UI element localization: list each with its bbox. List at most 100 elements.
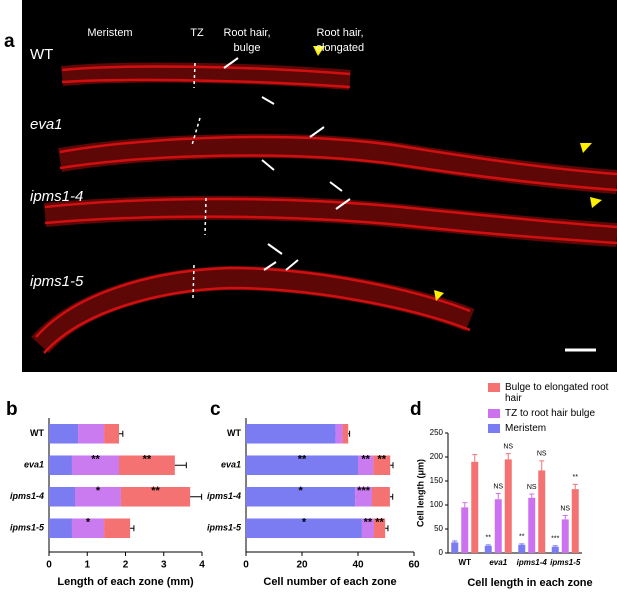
panel-label: d bbox=[410, 399, 422, 420]
bar-segment bbox=[120, 486, 191, 507]
bar bbox=[528, 497, 536, 553]
legend: Bulge to elongated root hair TZ to root h… bbox=[488, 382, 616, 438]
error-bar bbox=[539, 460, 545, 471]
x-tick-label: 0 bbox=[46, 560, 52, 571]
arrows bbox=[223, 57, 351, 271]
x-tick-label: 4 bbox=[199, 560, 205, 571]
zone-label: Root hair, bbox=[316, 27, 363, 39]
bar bbox=[518, 544, 526, 553]
y-tick-label: 150 bbox=[430, 476, 444, 485]
x-tick-label: 3 bbox=[161, 560, 167, 571]
error-bar bbox=[390, 462, 394, 469]
zone-label: TZ bbox=[190, 27, 204, 39]
bar-segment bbox=[372, 486, 390, 507]
bar bbox=[451, 542, 459, 553]
error-bar bbox=[385, 525, 389, 532]
panel-label: a bbox=[4, 31, 15, 52]
genotype-label: WT bbox=[30, 46, 53, 63]
significance: NS bbox=[493, 483, 503, 490]
bar-segment bbox=[49, 423, 79, 444]
bar-segment bbox=[335, 423, 343, 444]
legend-swatch bbox=[488, 409, 500, 418]
significance: *** bbox=[357, 485, 371, 497]
y-tick-label: 100 bbox=[430, 500, 444, 509]
bar-segment bbox=[355, 486, 372, 507]
bar-segment bbox=[358, 455, 374, 476]
bar bbox=[461, 507, 469, 553]
roots bbox=[31, 62, 617, 354]
bar-segment bbox=[246, 455, 358, 476]
error-bar bbox=[118, 430, 124, 437]
bar-segment bbox=[373, 518, 386, 539]
significance: ** bbox=[143, 453, 152, 465]
x-axis-label: Cell length in each zone bbox=[467, 577, 592, 589]
elongated-markers bbox=[313, 46, 602, 301]
bar-segment bbox=[49, 455, 72, 476]
significance: ** bbox=[364, 516, 373, 528]
bar bbox=[494, 499, 502, 553]
bar bbox=[561, 519, 569, 553]
bar-segment bbox=[71, 455, 119, 476]
bar-segment bbox=[373, 455, 391, 476]
significance: ** bbox=[573, 474, 579, 481]
bar-segment bbox=[246, 518, 362, 539]
significance: ** bbox=[519, 534, 525, 541]
error-bar bbox=[562, 515, 568, 520]
error-bar bbox=[130, 525, 135, 532]
zone-label: Root hair, bbox=[223, 27, 270, 39]
genotype-label: eva1 bbox=[30, 116, 63, 133]
bar-segment bbox=[49, 486, 76, 507]
bar bbox=[571, 489, 579, 553]
significance: * bbox=[302, 516, 307, 528]
category-label: ipms1-5 bbox=[207, 523, 242, 533]
significance: * bbox=[86, 516, 91, 528]
x-tick-label: 60 bbox=[408, 560, 420, 571]
genotype-label: ipms1-4 bbox=[30, 188, 83, 205]
legend-label: Bulge to elongated root hair bbox=[505, 382, 609, 404]
bar-segment bbox=[71, 518, 105, 539]
legend-label: Meristem bbox=[505, 423, 547, 434]
y-tick-label: 0 bbox=[439, 548, 444, 557]
y-tick-label: 200 bbox=[430, 452, 444, 461]
y-tick-label: 50 bbox=[434, 524, 443, 533]
panel-label: c bbox=[210, 399, 221, 420]
zone-label: Meristem bbox=[87, 27, 132, 39]
bar bbox=[551, 546, 559, 553]
error-bar bbox=[348, 430, 351, 437]
legend-entry: TZ to root hair bulge bbox=[488, 408, 616, 419]
category-label: eva1 bbox=[489, 558, 507, 567]
significance: ** bbox=[375, 516, 384, 528]
x-tick-label: 0 bbox=[243, 560, 249, 571]
error-bar bbox=[572, 483, 578, 490]
micrograph bbox=[22, 0, 617, 372]
significance: NS bbox=[560, 505, 570, 512]
zone-label: elongated bbox=[316, 42, 364, 54]
zone-label: bulge bbox=[234, 42, 261, 54]
bar-segment bbox=[78, 423, 105, 444]
error-bar bbox=[389, 493, 394, 500]
significance: ** bbox=[151, 485, 160, 497]
x-axis-label: Length of each zone (mm) bbox=[57, 576, 194, 588]
category-label: ipms1-4 bbox=[517, 558, 548, 567]
bar-segment bbox=[75, 486, 121, 507]
significance: NS bbox=[503, 443, 513, 450]
category-label: ipms1-5 bbox=[10, 523, 45, 533]
bar-segment bbox=[361, 518, 374, 539]
legend-label: TZ to root hair bulge bbox=[505, 408, 596, 419]
legend-entry: Meristem bbox=[488, 423, 616, 434]
category-label: ipms1-4 bbox=[207, 491, 241, 501]
significance: ** bbox=[378, 453, 387, 465]
bar-segment bbox=[104, 518, 131, 539]
error-bar bbox=[519, 543, 525, 545]
significance: *** bbox=[551, 536, 559, 543]
legend-swatch bbox=[488, 383, 500, 392]
category-label: ipms1-4 bbox=[10, 491, 44, 501]
error-bar bbox=[462, 502, 468, 508]
significance: * bbox=[298, 485, 303, 497]
bar bbox=[484, 545, 492, 553]
error-bar bbox=[190, 493, 203, 500]
bar-segment bbox=[246, 423, 336, 444]
significance: ** bbox=[298, 453, 307, 465]
